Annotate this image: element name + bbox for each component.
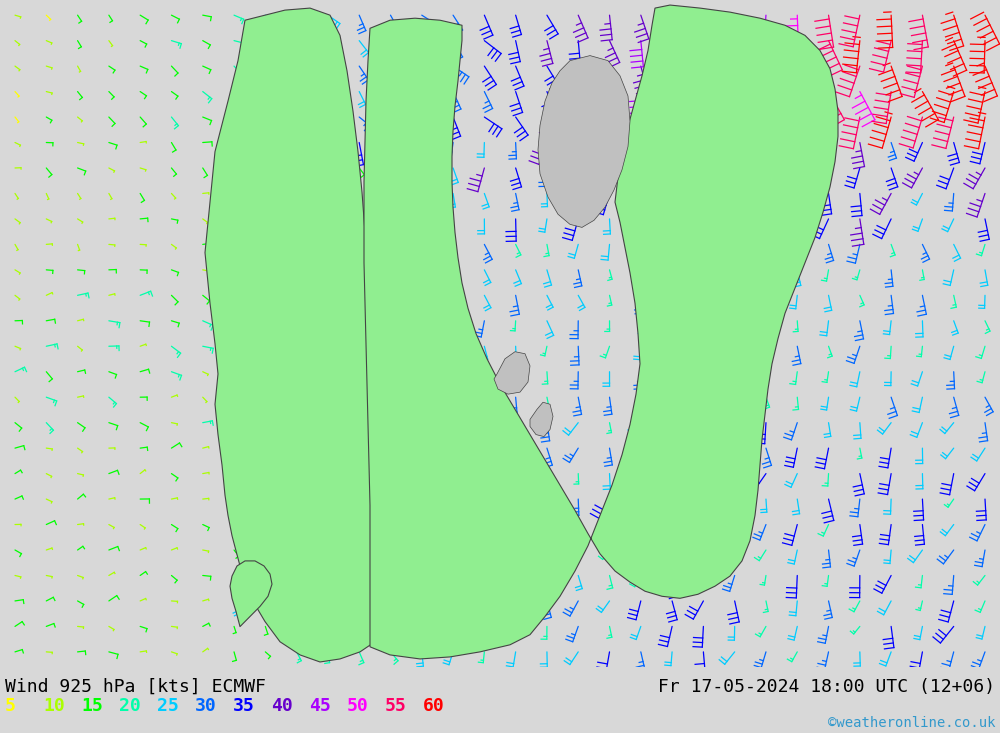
Text: 30: 30 <box>195 697 217 715</box>
Text: ©weatheronline.co.uk: ©weatheronline.co.uk <box>828 716 995 730</box>
Text: 20: 20 <box>119 697 141 715</box>
Text: 60: 60 <box>423 697 445 715</box>
Text: 50: 50 <box>347 697 369 715</box>
Text: 10: 10 <box>43 697 65 715</box>
Text: 5: 5 <box>5 697 16 715</box>
Text: 55: 55 <box>385 697 407 715</box>
Text: 35: 35 <box>233 697 255 715</box>
Text: 25: 25 <box>157 697 179 715</box>
Text: 40: 40 <box>271 697 293 715</box>
Text: 45: 45 <box>309 697 331 715</box>
Text: Wind 925 hPa [kts] ECMWF: Wind 925 hPa [kts] ECMWF <box>5 678 266 696</box>
Text: 15: 15 <box>81 697 103 715</box>
Text: Fr 17-05-2024 18:00 UTC (12+06): Fr 17-05-2024 18:00 UTC (12+06) <box>658 678 995 696</box>
